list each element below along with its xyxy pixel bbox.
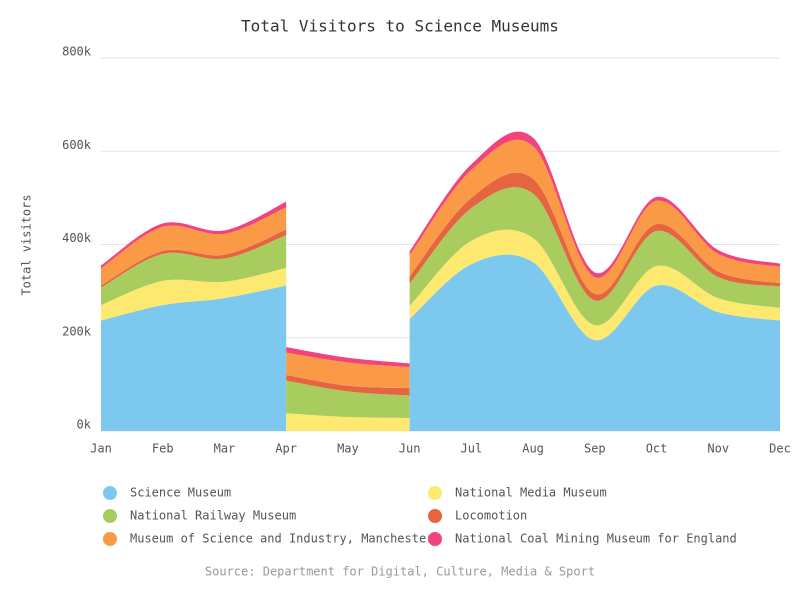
area [286, 413, 410, 431]
area [286, 380, 410, 418]
x-tick-label: Apr [275, 442, 297, 456]
x-tick-label: Dec [769, 442, 791, 456]
y-tick-label: 600k [62, 138, 92, 152]
x-tick-label: Feb [152, 442, 174, 456]
chart-title: Total Visitors to Science Museums [241, 17, 559, 36]
area [409, 254, 780, 431]
x-tick-label: Jun [399, 442, 421, 456]
legend-marker [428, 509, 442, 523]
legend-marker [428, 486, 442, 500]
x-tick-label: Mar [214, 442, 236, 456]
legend-marker [103, 509, 117, 523]
legend-label: Science Museum [130, 486, 231, 500]
area [101, 207, 287, 286]
areas [101, 131, 780, 431]
legend-label: National Railway Museum [130, 509, 296, 523]
x-tick-label: Jul [461, 442, 483, 456]
legend-label: Museum of Science and Industry, Manchest… [130, 532, 433, 546]
y-tick-label: 0k [77, 418, 92, 432]
x-tick-label: May [337, 442, 359, 456]
y-axis-label: Total visitors [20, 194, 34, 295]
source: Source: Department for Digital, Culture,… [205, 565, 595, 579]
area [286, 347, 410, 368]
legend-label: National Coal Mining Museum for England [455, 532, 737, 546]
area [286, 352, 410, 389]
x-tick-label: Sep [584, 442, 606, 456]
legend-marker [103, 532, 117, 546]
legend-marker [428, 532, 442, 546]
x-tick-label: Jan [90, 442, 112, 456]
y-tick-label: 400k [62, 231, 92, 245]
area [101, 235, 287, 306]
area [101, 285, 287, 431]
x-tick-label: Oct [646, 442, 668, 456]
x-tick-label: Aug [522, 442, 544, 456]
area [286, 375, 410, 396]
y-tick-label: 800k [62, 45, 92, 59]
y-tick-label: 200k [62, 324, 92, 338]
legend-marker [103, 486, 117, 500]
legend-label: National Media Museum [455, 486, 607, 500]
legend-label: Locomotion [455, 509, 527, 523]
x-tick-label: Nov [707, 442, 729, 456]
area [101, 267, 287, 321]
area [409, 187, 780, 326]
